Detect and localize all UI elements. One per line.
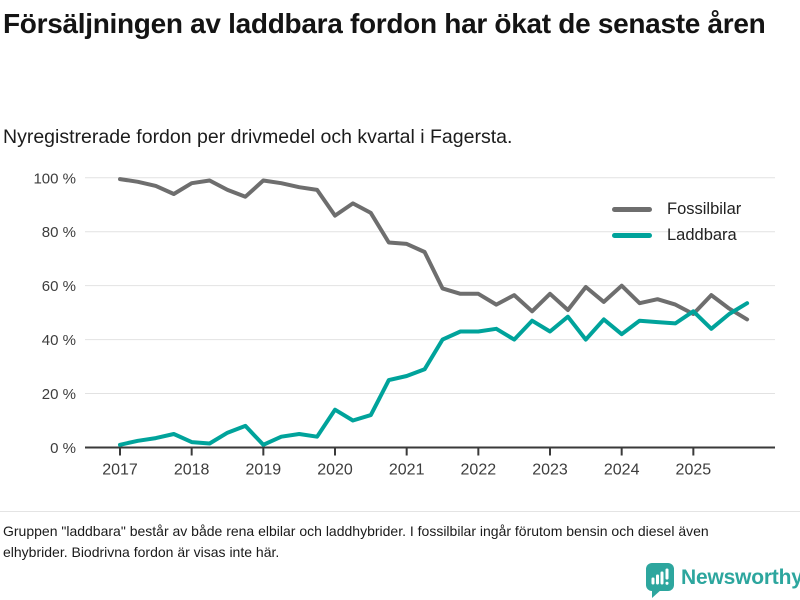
svg-text:80 %: 80 %	[42, 224, 76, 241]
svg-text:60 %: 60 %	[42, 278, 76, 295]
newsworthy-logo[interactable]: Newsworthy	[646, 563, 800, 599]
line-chart: 0 % 20 % 40 % 60 % 80 % 100 % 2017 2018 2019 2020…	[33, 170, 775, 479]
svg-text:2017: 2017	[102, 462, 138, 479]
legend-item-laddbara: Laddbara	[612, 222, 741, 248]
svg-text:100 %: 100 %	[33, 170, 76, 187]
page-title: Försäljningen av laddbara fordon har öka…	[3, 8, 766, 39]
svg-text:2023: 2023	[532, 462, 568, 479]
svg-text:2024: 2024	[604, 462, 640, 479]
svg-text:20 %: 20 %	[42, 386, 76, 403]
fossilbilar-line-swatch-icon	[612, 206, 652, 212]
newsworthy-chart-bubble-icon	[646, 563, 674, 598]
svg-text:40 %: 40 %	[42, 332, 76, 349]
svg-text:2019: 2019	[246, 462, 282, 479]
svg-text:2025: 2025	[676, 462, 712, 479]
svg-text:0 %: 0 %	[50, 440, 76, 457]
chart-legend: Fossilbilar Laddbara	[612, 196, 741, 248]
svg-text:2022: 2022	[461, 462, 497, 479]
legend-item-fossilbilar: Fossilbilar	[612, 196, 741, 222]
svg-text:2018: 2018	[174, 462, 210, 479]
svg-text:2020: 2020	[317, 462, 353, 479]
footnote: Gruppen "laddbara" består av både rena e…	[0, 511, 800, 563]
laddbara-line-swatch-icon	[612, 232, 652, 238]
chart-subtitle: Nyregistrerade fordon per drivmedel och …	[3, 126, 513, 148]
legend-label-fossilbilar: Fossilbilar	[667, 199, 742, 218]
newsworthy-wordmark: Newsworthy	[681, 566, 800, 589]
svg-text:2021: 2021	[389, 462, 425, 479]
legend-label-laddbara: Laddbara	[667, 225, 737, 244]
